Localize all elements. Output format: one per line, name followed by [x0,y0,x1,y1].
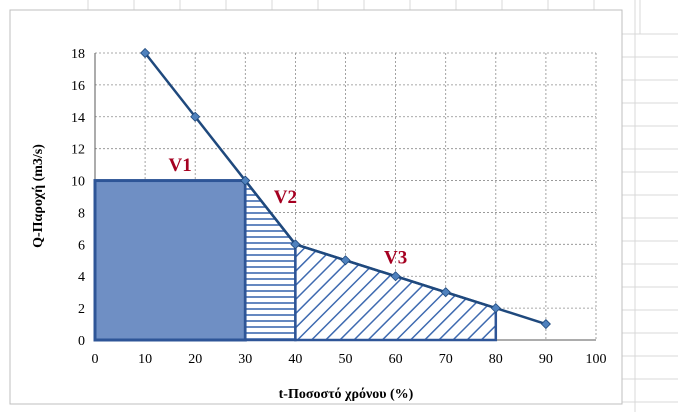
x-tick-label: 0 [92,352,99,367]
x-tick-labels: 0 10 20 30 40 50 60 70 80 90 100 [92,352,607,367]
region-label-v1: V1 [169,155,192,176]
x-tick-label: 100 [586,352,607,367]
data-point [490,303,501,314]
series-layer [140,47,551,330]
x-tick-label: 80 [489,352,503,367]
region-labels: V1 V2 V3 [169,155,408,268]
data-point [290,239,301,250]
x-tick-label: 40 [288,352,302,367]
region-label-v2: V2 [274,187,297,208]
x-tick-label: 70 [439,352,453,367]
y-tick-label: 16 [71,79,85,94]
y-tick-label: 0 [78,334,85,349]
x-tick-label: 90 [539,352,553,367]
x-tick-label: 30 [238,352,252,367]
x-tick-label: 50 [339,352,353,367]
y-tick-label: 8 [78,206,85,221]
x-tick-label: 60 [389,352,403,367]
data-point [340,255,351,266]
y-tick-label: 18 [71,47,85,62]
y-tick-label: 2 [78,302,85,317]
x-tick-label: 10 [138,352,152,367]
y-tick-label: 10 [71,175,85,190]
y-axis-title: Q-Παροχή (m3/s) [31,144,46,248]
data-point [440,287,451,298]
data-point [240,175,251,186]
data-point [390,271,401,282]
data-point [540,318,551,330]
region-v1 [93,179,247,342]
data-point [190,111,201,122]
y-tick-label: 14 [71,111,85,126]
y-tick-labels: 0 2 4 6 8 10 12 14 16 18 [71,47,85,349]
volume-regions [93,176,498,342]
x-axis-title: t-Ποσοστό χρόνου (%) [279,387,414,402]
y-tick-label: 6 [78,238,85,253]
y-tick-label: 4 [78,270,85,285]
x-tick-label: 20 [188,352,202,367]
y-tick-label: 12 [71,143,85,158]
region-label-v3: V3 [384,247,407,268]
data-point [140,47,151,59]
